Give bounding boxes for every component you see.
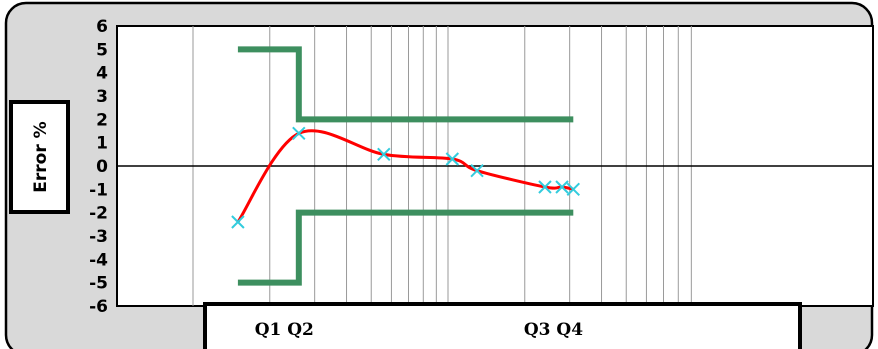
y-tick-label: 4 <box>96 64 108 84</box>
data-point <box>231 215 245 229</box>
y-tick-label: -2 <box>89 204 108 224</box>
y-axis-title: Error % <box>31 121 51 192</box>
lower-limit-line <box>237 209 574 286</box>
data-point <box>445 152 460 166</box>
y-tick-label: -6 <box>89 297 108 317</box>
data-markers <box>231 126 581 229</box>
y-tick-label: 1 <box>96 134 108 154</box>
limit-lines <box>237 46 574 286</box>
y-tick-label: 2 <box>96 110 108 130</box>
y-tick-label: 0 <box>96 157 108 177</box>
q-label: Q1 Q2 <box>255 320 314 340</box>
q-label-box <box>203 302 802 349</box>
y-tick-label: -1 <box>89 180 108 200</box>
y-tick-label: 3 <box>96 87 108 107</box>
data-point <box>566 182 581 197</box>
y-tick-labels: 6 5 4 3 2 1 0 -1 -2 -3 -4 -5 -6 <box>89 17 108 317</box>
data-point <box>470 163 484 178</box>
q-labels: Q1 Q2 Q3 Q4 <box>255 320 584 340</box>
y-tick-label: 6 <box>96 17 108 37</box>
data-point <box>538 180 552 194</box>
y-tick-label: -4 <box>89 250 108 270</box>
data-point <box>555 180 569 194</box>
y-tick-label: 5 <box>96 40 108 60</box>
upper-limit-line <box>237 46 574 123</box>
data-point <box>377 147 391 162</box>
q-label: Q3 Q4 <box>524 320 583 340</box>
y-axis-title-box <box>9 100 70 214</box>
data-point <box>292 126 306 141</box>
y-tick-label: -5 <box>89 274 108 294</box>
y-tick-label: -3 <box>89 227 108 247</box>
